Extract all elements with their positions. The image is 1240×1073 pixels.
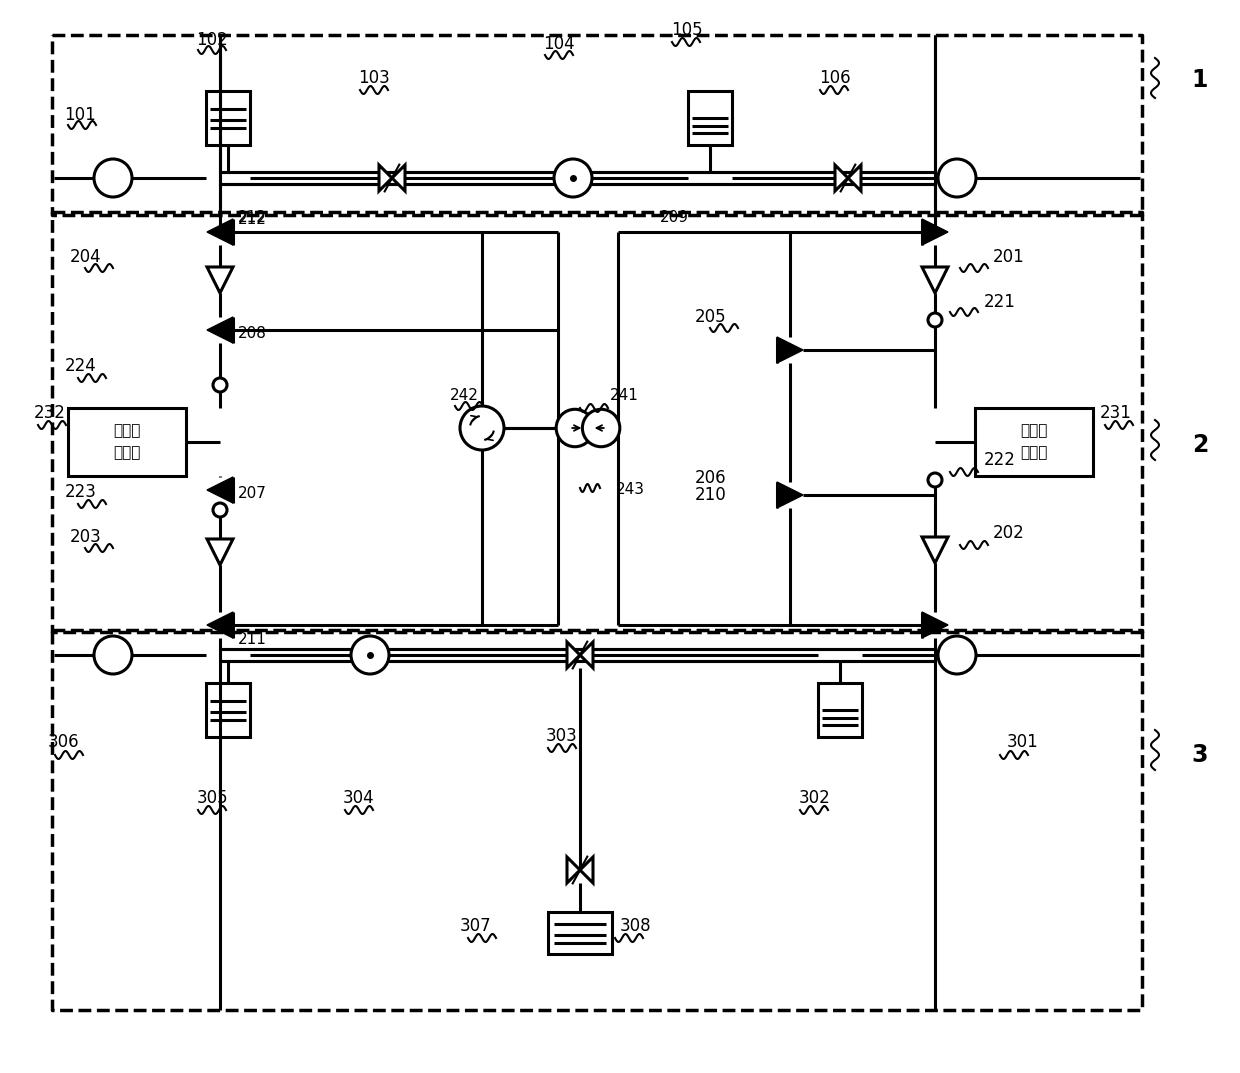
Text: 211: 211 — [238, 632, 267, 647]
Text: 105: 105 — [671, 21, 703, 39]
Bar — [975, 408, 1092, 476]
Circle shape — [937, 159, 976, 197]
Text: 222: 222 — [985, 451, 1016, 469]
Circle shape — [928, 313, 942, 327]
Text: 304: 304 — [342, 789, 373, 807]
Circle shape — [557, 409, 594, 446]
Text: 302: 302 — [799, 789, 831, 807]
Polygon shape — [848, 165, 861, 191]
Text: 305: 305 — [196, 789, 228, 807]
Polygon shape — [923, 267, 949, 293]
Text: 210: 210 — [694, 486, 727, 504]
Text: 102: 102 — [196, 31, 228, 49]
Bar — [548, 912, 613, 954]
Text: 212: 212 — [238, 212, 267, 227]
Text: 223: 223 — [64, 483, 97, 501]
Text: 209: 209 — [660, 210, 689, 225]
Text: 307: 307 — [460, 917, 491, 935]
Text: 2: 2 — [1192, 433, 1208, 457]
Text: 201: 201 — [993, 248, 1024, 266]
Bar — [219, 172, 935, 183]
Text: 241: 241 — [610, 387, 639, 402]
Circle shape — [583, 409, 620, 446]
Text: 205: 205 — [694, 308, 727, 326]
Polygon shape — [207, 219, 233, 245]
Circle shape — [937, 636, 976, 674]
Text: 106: 106 — [820, 69, 851, 87]
Polygon shape — [777, 482, 804, 508]
Polygon shape — [207, 612, 233, 638]
Text: 303: 303 — [546, 727, 578, 745]
Text: 203: 203 — [69, 528, 102, 546]
Circle shape — [94, 636, 131, 674]
Text: 207: 207 — [238, 486, 267, 501]
Polygon shape — [835, 165, 848, 191]
Text: 左心室: 左心室 — [1021, 424, 1048, 439]
Text: 模拟器: 模拟器 — [1021, 445, 1048, 460]
Text: 243: 243 — [616, 483, 645, 498]
Polygon shape — [567, 642, 580, 668]
Text: 242: 242 — [450, 387, 479, 402]
Polygon shape — [923, 612, 949, 638]
Text: 224: 224 — [64, 357, 97, 374]
Polygon shape — [923, 219, 949, 245]
Text: 308: 308 — [620, 917, 652, 935]
Bar — [818, 684, 862, 737]
Bar — [206, 684, 250, 737]
Text: 231: 231 — [1100, 405, 1132, 422]
Bar — [688, 91, 732, 145]
Text: 101: 101 — [64, 106, 95, 124]
Circle shape — [928, 473, 942, 487]
Polygon shape — [207, 477, 233, 503]
Text: 208: 208 — [238, 326, 267, 341]
Text: 221: 221 — [985, 293, 1016, 311]
Circle shape — [554, 159, 591, 197]
Polygon shape — [207, 317, 233, 343]
Circle shape — [213, 378, 227, 392]
Circle shape — [460, 406, 503, 450]
Text: 212: 212 — [238, 210, 267, 225]
Polygon shape — [777, 337, 804, 363]
Text: 204: 204 — [69, 248, 102, 266]
Circle shape — [94, 159, 131, 197]
Polygon shape — [580, 857, 593, 883]
Text: 301: 301 — [1007, 733, 1039, 751]
Polygon shape — [207, 539, 233, 565]
Polygon shape — [923, 536, 949, 563]
Text: 206: 206 — [694, 469, 727, 487]
Text: 模拟器: 模拟器 — [113, 445, 140, 460]
Text: 202: 202 — [993, 524, 1024, 542]
Text: 右心室: 右心室 — [113, 424, 140, 439]
Polygon shape — [580, 642, 593, 668]
Text: 306: 306 — [48, 733, 79, 751]
Bar — [219, 649, 935, 661]
Text: 103: 103 — [358, 69, 389, 87]
Bar — [68, 408, 186, 476]
Polygon shape — [567, 857, 580, 883]
Text: 3: 3 — [1192, 743, 1208, 767]
Circle shape — [213, 503, 227, 517]
Text: 232: 232 — [33, 405, 66, 422]
Text: 104: 104 — [543, 35, 575, 53]
Circle shape — [351, 636, 389, 674]
Polygon shape — [207, 267, 233, 293]
Polygon shape — [392, 165, 405, 191]
Polygon shape — [379, 165, 392, 191]
Text: 1: 1 — [1192, 68, 1208, 92]
Bar — [206, 91, 250, 145]
